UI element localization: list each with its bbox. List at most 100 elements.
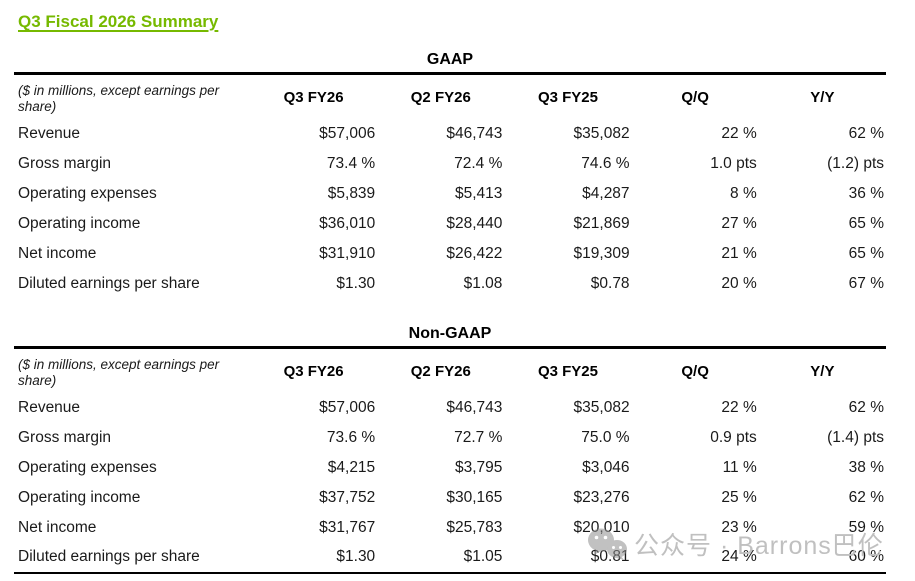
table-note: ($ in millions, except earnings per shar… (18, 357, 220, 388)
table-row: Diluted earnings per share $1.30 $1.05 $… (14, 543, 886, 573)
cell: 21 % (721, 244, 757, 262)
table-row: Net income $31,910 $26,422 $19,309 21 % … (14, 239, 886, 269)
cell: 73.4 % (326, 154, 376, 172)
non-gaap-section: Non-GAAP ($ in millions, except earnings… (14, 324, 886, 574)
non-gaap-table: ($ in millions, except earnings per shar… (14, 346, 886, 574)
cell: $31,767 (319, 518, 376, 536)
table-row: Revenue $57,006 $46,743 $35,082 22 % 62 … (14, 119, 886, 149)
cell: $46,743 (446, 124, 503, 142)
cell: $35,082 (573, 398, 630, 416)
table-row: Net income $31,767 $25,783 $20,010 23 % … (14, 513, 886, 543)
row-label: Gross margin (18, 428, 112, 446)
non-gaap-section-title: Non-GAAP (408, 325, 492, 342)
table-row: Diluted earnings per share $1.30 $1.08 $… (14, 269, 886, 299)
cell: 72.4 % (454, 154, 503, 172)
cell: $57,006 (319, 124, 376, 142)
table-row: Operating income $37,752 $30,165 $23,276… (14, 483, 886, 513)
column-header-qq: Q/Q (681, 363, 709, 381)
cell: $5,413 (454, 184, 503, 202)
cell: $1.08 (463, 274, 503, 292)
table-row: Operating income $36,010 $28,440 $21,869… (14, 209, 886, 239)
gaap-section: GAAP ($ in millions, except earnings per… (14, 50, 886, 299)
cell: $57,006 (319, 398, 376, 416)
cell: 75.0 % (581, 428, 630, 446)
cell: 23 % (721, 518, 757, 536)
cell: 22 % (721, 398, 757, 416)
cell: (1.2) pts (827, 154, 884, 172)
table-row: Operating expenses $4,215 $3,795 $3,046 … (14, 453, 886, 483)
column-header-q3fy26: Q3 FY26 (283, 363, 344, 381)
row-label: Diluted earnings per share (18, 274, 200, 292)
gaap-section-title: GAAP (426, 51, 474, 68)
table-row: Gross margin 73.6 % 72.7 % 75.0 % 0.9 pt… (14, 423, 886, 453)
row-label: Diluted earnings per share (18, 548, 200, 565)
cell: $4,287 (582, 184, 630, 202)
cell: $5,839 (327, 184, 376, 202)
cell: $28,440 (446, 214, 503, 232)
cell: 38 % (848, 458, 884, 476)
cell: $0.78 (590, 274, 630, 292)
cell: $30,165 (446, 488, 503, 506)
cell: 62 % (848, 124, 884, 142)
page-title-link[interactable]: Q3 Fiscal 2026 Summary (18, 12, 219, 31)
column-header-q3fy25: Q3 FY25 (537, 89, 598, 107)
column-header-q2fy26: Q2 FY26 (410, 363, 471, 381)
cell: 20 % (721, 274, 757, 292)
cell: $35,082 (573, 124, 630, 142)
cell: $3,795 (454, 458, 503, 476)
row-label: Revenue (18, 398, 81, 416)
non-gaap-header-row: ($ in millions, except earnings per shar… (14, 348, 886, 393)
column-header-q3fy25: Q3 FY25 (537, 363, 598, 381)
cell: 65 % (848, 214, 884, 232)
cell: 1.0 pts (710, 154, 757, 172)
cell: 22 % (721, 124, 757, 142)
cell: $0.81 (590, 548, 630, 565)
cell: $46,743 (446, 398, 503, 416)
cell: $3,046 (582, 458, 630, 476)
cell: $36,010 (319, 214, 376, 232)
cell: 36 % (848, 184, 884, 202)
cell: $25,783 (446, 518, 503, 536)
cell: $19,309 (573, 244, 630, 262)
cell: 8 % (730, 184, 757, 202)
row-label: Operating income (18, 214, 141, 232)
cell: 59 % (848, 518, 884, 536)
cell: $31,910 (319, 244, 376, 262)
cell: 62 % (848, 488, 884, 506)
cell: $21,869 (573, 214, 630, 232)
gaap-header-row: ($ in millions, except earnings per shar… (14, 74, 886, 119)
table-note: ($ in millions, except earnings per shar… (18, 83, 220, 114)
cell: 60 % (848, 548, 884, 565)
cell: $20,010 (573, 518, 630, 536)
column-header-yy: Y/Y (810, 363, 835, 381)
cell: 67 % (848, 274, 884, 292)
cell: 62 % (848, 398, 884, 416)
cell: $1.30 (336, 274, 376, 292)
row-label: Revenue (18, 124, 81, 142)
cell: (1.4) pts (827, 428, 884, 446)
row-label: Net income (18, 518, 97, 536)
cell: $23,276 (573, 488, 630, 506)
cell: 74.6 % (581, 154, 630, 172)
column-header-q3fy26: Q3 FY26 (283, 89, 344, 107)
row-label: Operating expenses (18, 458, 157, 476)
row-label: Gross margin (18, 154, 112, 172)
table-row: Gross margin 73.4 % 72.4 % 74.6 % 1.0 pt… (14, 149, 886, 179)
cell: $37,752 (319, 488, 376, 506)
cell: $4,215 (327, 458, 376, 476)
row-label: Operating expenses (18, 184, 157, 202)
column-header-yy: Y/Y (810, 89, 835, 107)
cell: 65 % (848, 244, 884, 262)
cell: 0.9 pts (710, 428, 757, 446)
column-header-q2fy26: Q2 FY26 (410, 89, 471, 107)
cell: 27 % (721, 214, 757, 232)
cell: $26,422 (446, 244, 503, 262)
cell: 24 % (721, 548, 757, 565)
row-label: Operating income (18, 488, 141, 506)
table-row: Revenue $57,006 $46,743 $35,082 22 % 62 … (14, 393, 886, 423)
cell: 72.7 % (454, 428, 503, 446)
cell: 25 % (721, 488, 757, 506)
cell: 11 % (722, 458, 757, 476)
cell: $1.30 (336, 548, 376, 565)
table-row: Operating expenses $5,839 $5,413 $4,287 … (14, 179, 886, 209)
